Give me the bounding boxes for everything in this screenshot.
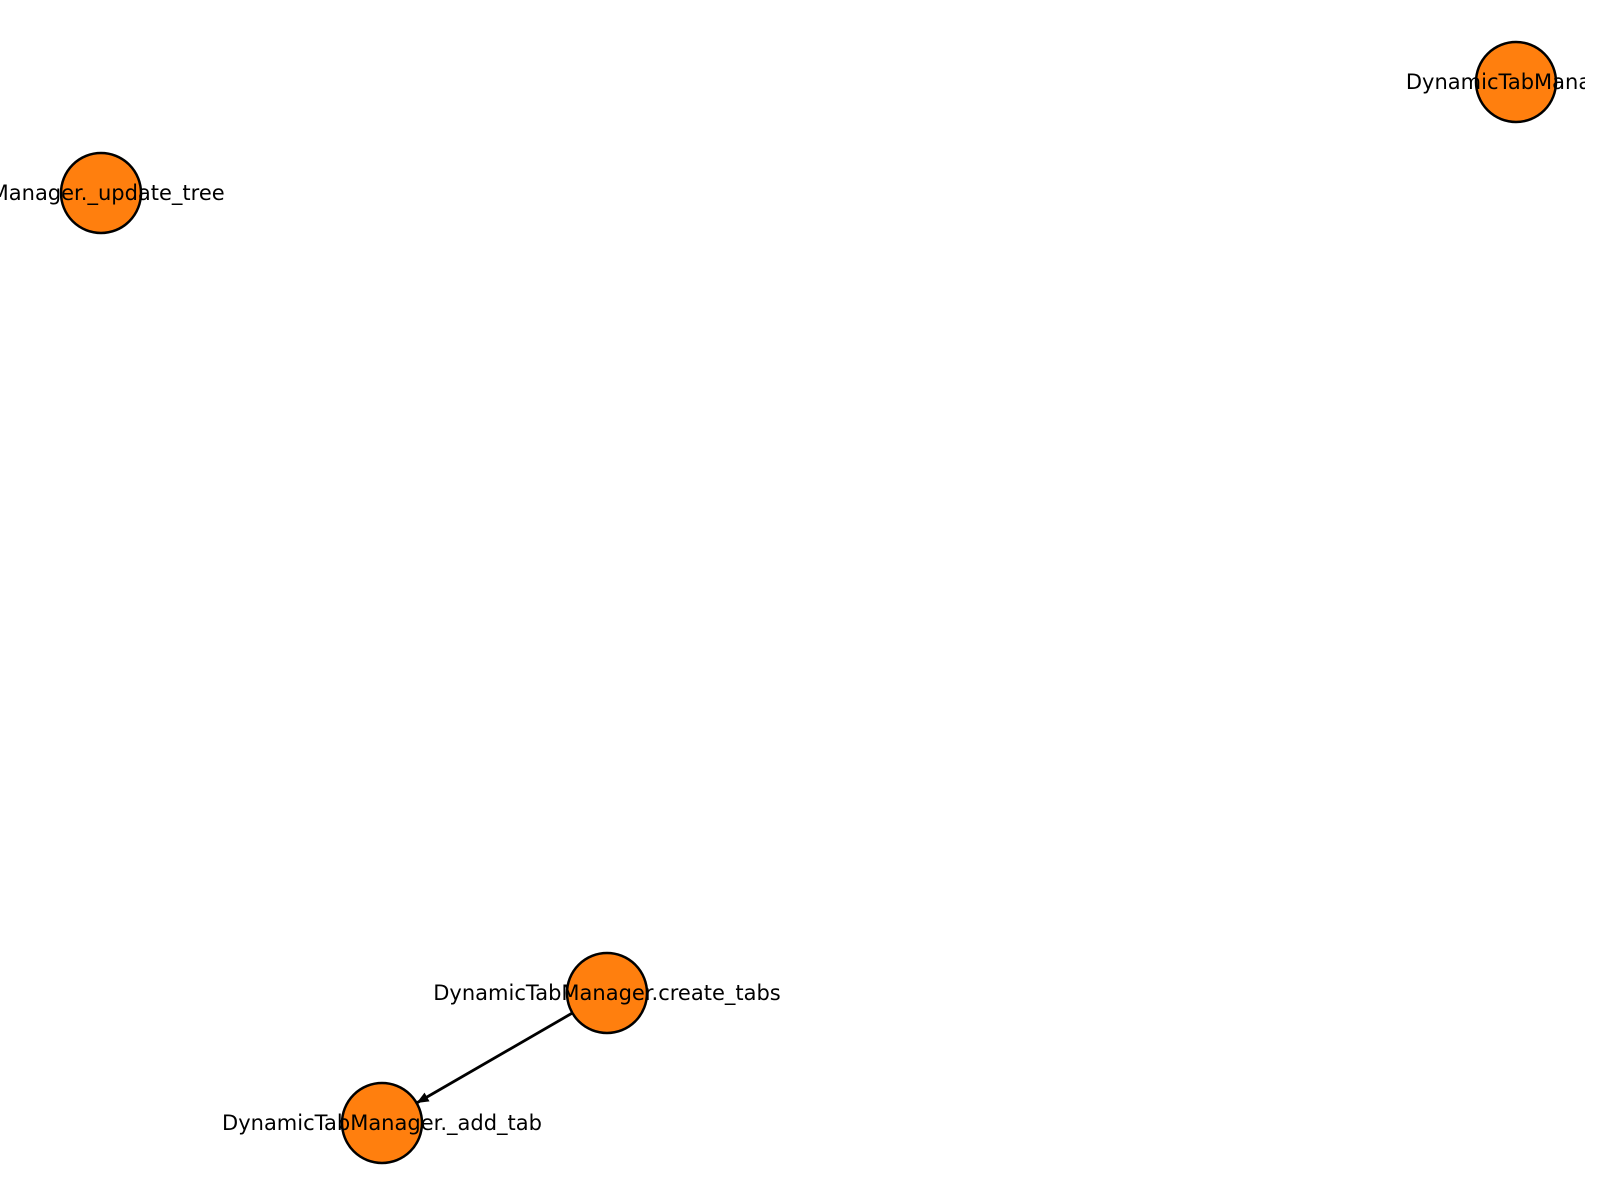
edge-arrowhead [416,1092,430,1103]
labels-layer: bManager._update_tree DynamicTabManager Dy… [0,70,1600,1136]
edges-layer [415,1011,574,1105]
graph-node-create-tabs [565,951,649,1035]
graph-node-add-tab [340,1081,424,1165]
graph-node-update-tree [59,151,143,235]
graph-node-top-right [1474,40,1558,124]
node-label: DynamicTabManager [1406,70,1600,94]
edge-n_create_tabs-to-n_add_tab [415,1011,574,1105]
node-label: DynamicTabManager._add_tab [222,1111,542,1136]
node-label: DynamicTabManager.create_tabs [433,981,781,1006]
nodes-layer [59,40,1558,1165]
node-label: bManager._update_tree [0,181,225,206]
